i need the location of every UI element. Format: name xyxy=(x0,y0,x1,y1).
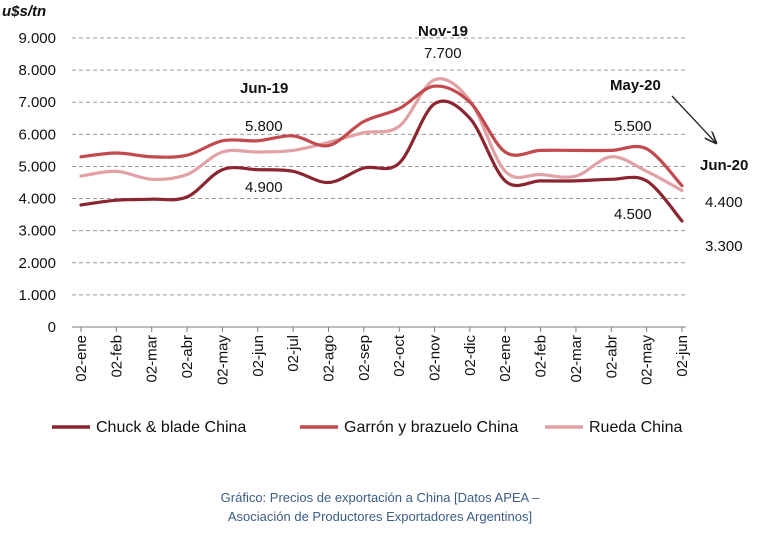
gridlines xyxy=(72,37,686,296)
x-tick-label: 02-may xyxy=(639,335,656,386)
x-tick-label: 02-feb xyxy=(533,335,550,378)
x-tick-label: 02-oct xyxy=(391,334,408,377)
x-tick-label: 02-jun xyxy=(250,335,267,377)
legend-label-0: Chuck & blade China xyxy=(96,419,246,436)
y-tick-label: 0 xyxy=(48,319,56,336)
x-tick-label: 02-ene xyxy=(497,335,514,382)
annotation-label: 3.300 xyxy=(705,238,743,255)
annotation-label: May-20 xyxy=(610,77,661,94)
series-line-0 xyxy=(79,99,684,223)
caption-line-2: Asociación de Productores Exportadores A… xyxy=(227,509,533,524)
x-tick-label: 02-sep xyxy=(356,335,373,381)
annotations: Jun-19 5.800 4.900 Nov-19 7.700 May-20 5.500 4.… xyxy=(240,23,748,255)
annotation-label: 4.900 xyxy=(245,179,283,196)
legend: Chuck & blade China Garrón y brazuelo Chi… xyxy=(52,419,683,436)
annotation-label: 5.500 xyxy=(614,118,652,135)
x-tick-label: 02-abr xyxy=(179,335,196,378)
x-tick-label: 02-jun xyxy=(674,335,691,377)
x-tick-label: 02-mar xyxy=(144,335,161,383)
axes: 9.000 8.000 7.000 6.000 5.000 4.000 3.000 2.000… xyxy=(2,3,691,385)
x-tick-label: 02-nov xyxy=(427,335,444,381)
annotation-label: 4.500 xyxy=(614,206,652,223)
legend-label-2: Rueda China xyxy=(589,419,683,436)
y-tick-label: 5.000 xyxy=(18,158,56,175)
x-tick-label: 02-jul xyxy=(285,335,302,372)
series-line-2 xyxy=(79,77,684,193)
annotation-label: 4.400 xyxy=(705,194,743,211)
x-tick-label: 02-feb xyxy=(108,335,125,378)
legend-label-1: Garrón y brazuelo China xyxy=(344,419,518,436)
y-axis-title: u$s/tn xyxy=(2,3,46,20)
annotation-label: Jun-20 xyxy=(700,157,748,174)
series-lines xyxy=(79,77,684,223)
y-tick-label: 8.000 xyxy=(18,62,56,79)
y-tick-label: 9.000 xyxy=(18,30,56,47)
annotation-label: 7.700 xyxy=(424,45,462,62)
x-tick-label: 02-ago xyxy=(320,335,337,382)
x-tick-label: 02-may xyxy=(214,335,231,386)
y-tick-label: 2.000 xyxy=(18,255,56,272)
annotation-label: Nov-19 xyxy=(418,23,468,40)
x-tick-label: 02-ene xyxy=(73,335,90,382)
caption-line-1: Gráfico: Precios de exportación a China … xyxy=(220,490,540,505)
y-tick-label: 1.000 xyxy=(18,287,56,304)
x-tick-label: 02-abr xyxy=(603,335,620,378)
y-tick-label: 3.000 xyxy=(18,223,56,240)
y-tick-label: 7.000 xyxy=(18,94,56,111)
x-tick-label: 02-dic xyxy=(462,335,479,376)
x-tick-label: 02-mar xyxy=(568,335,585,383)
y-tick-label: 6.000 xyxy=(18,126,56,143)
y-tick-label: 4.000 xyxy=(18,191,56,208)
annotation-arrow xyxy=(671,95,716,143)
chart-caption: Gráfico: Precios de exportación a China … xyxy=(0,488,760,526)
annotation-label: Jun-19 xyxy=(240,80,288,97)
series-line-1 xyxy=(79,84,684,188)
annotation-label: 5.800 xyxy=(245,118,283,135)
